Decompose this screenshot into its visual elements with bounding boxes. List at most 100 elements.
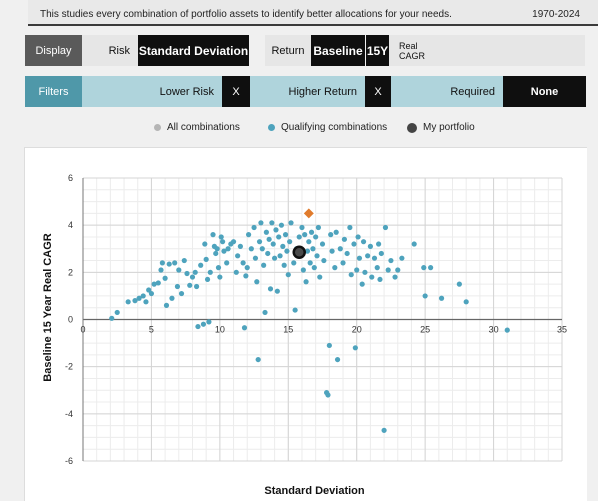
qualifying-point — [299, 224, 305, 231]
x-tick-label: 15 — [283, 325, 293, 335]
qualifying-point — [321, 257, 327, 264]
qualifying-point — [348, 272, 354, 278]
qualifying-point — [296, 234, 302, 240]
gray-dot-icon — [154, 124, 161, 131]
y-tick-label: -6 — [65, 456, 73, 466]
horizon-select[interactable]: 15Y — [366, 35, 389, 66]
display-row: Display Risk Standard Deviation Return B… — [25, 35, 585, 66]
qualifying-point — [392, 274, 398, 280]
qualifying-point — [237, 243, 243, 249]
qualifying-point — [163, 302, 170, 308]
qualifying-point — [360, 239, 367, 245]
qualifying-point — [217, 274, 223, 280]
qualifying-point — [224, 260, 230, 266]
qualifying-point — [303, 279, 309, 285]
qualifying-point — [114, 309, 120, 316]
qualifying-point — [203, 256, 209, 262]
qualifying-point — [233, 269, 239, 275]
qualifying-point — [325, 392, 331, 398]
higher-return-filter[interactable]: Higher Return — [250, 76, 365, 107]
lower-risk-close-button[interactable]: X — [222, 76, 250, 107]
page-description: This studies every combination of portfo… — [40, 9, 452, 20]
header-bar: This studies every combination of portfo… — [28, 0, 598, 26]
qualifying-point — [310, 246, 316, 252]
y-tick-label: 6 — [68, 173, 73, 183]
qualifying-point — [352, 345, 358, 351]
qualifying-point — [359, 281, 365, 287]
qualifying-point — [395, 267, 401, 273]
qualifying-point — [456, 281, 462, 287]
my-portfolio-point — [292, 245, 306, 260]
legend-all[interactable]: All combinations — [154, 122, 240, 133]
return-type-select[interactable]: Real CAGR — [389, 35, 585, 66]
chart-legend: All combinations Qualifying combinations… — [0, 122, 598, 136]
qualifying-point — [278, 222, 285, 228]
qualifying-point — [304, 248, 311, 254]
qualifying-point — [225, 246, 231, 252]
qualifying-point — [347, 224, 353, 231]
qualifying-point — [315, 224, 321, 231]
qualifying-point — [148, 290, 155, 297]
risk-select[interactable]: Standard Deviation — [138, 35, 249, 66]
qualifying-point — [281, 262, 287, 268]
qualifying-point — [276, 234, 282, 240]
legend-my-portfolio[interactable]: My portfolio — [407, 122, 475, 133]
legend-mine-label: My portfolio — [423, 122, 475, 133]
return-type-line1: Real — [399, 40, 418, 51]
y-tick-label: 4 — [68, 220, 73, 230]
x-tick-label: 30 — [489, 325, 499, 335]
chart-panel: 0 5 10 15 20 25 30 35 -6 -4 -2 0 2 4 6 Standard Deviat… — [24, 147, 587, 501]
required-select[interactable]: None — [503, 76, 586, 107]
qualifying-point — [193, 283, 200, 290]
qualifying-point — [273, 227, 279, 233]
qualifying-point — [421, 265, 427, 271]
qualifying-point — [251, 224, 257, 231]
qualifying-point — [258, 220, 264, 226]
qualifying-point — [151, 281, 157, 287]
lower-risk-filter[interactable]: Lower Risk — [82, 76, 222, 107]
qualifying-point — [254, 279, 260, 285]
qualifying-point — [332, 265, 338, 271]
y-tick-label: -4 — [65, 409, 73, 419]
qualifying-point — [428, 265, 434, 271]
year-range: 1970-2024 — [532, 9, 580, 20]
qualifying-point — [158, 267, 164, 273]
qualifying-point — [189, 274, 196, 280]
higher-return-close-button[interactable]: X — [365, 76, 391, 107]
qualifying-point — [125, 299, 131, 305]
qualifying-point — [267, 286, 274, 292]
qualifying-point — [261, 262, 267, 268]
qualifying-point — [355, 234, 361, 240]
legend-qualifying[interactable]: Qualifying combinations — [268, 122, 387, 133]
qualifying-point — [284, 248, 290, 254]
qualifying-point — [369, 274, 375, 280]
qualifying-point — [302, 232, 308, 238]
qualifying-point — [159, 260, 165, 266]
qualifying-point — [155, 280, 161, 286]
qualifying-point — [288, 220, 294, 226]
highlighted-portfolio-diamond — [301, 206, 316, 221]
qualifying-point — [463, 299, 469, 305]
qualifying-point — [274, 288, 280, 294]
qualifying-point — [265, 250, 271, 257]
qualifying-point — [132, 298, 138, 304]
qualifying-point — [367, 243, 373, 249]
qualifying-point — [374, 265, 380, 271]
qualifying-point — [270, 241, 276, 247]
qualifying-point — [329, 248, 335, 254]
qualifying-point — [218, 234, 224, 240]
qualifying-point — [178, 290, 185, 297]
return-select[interactable]: Baseline — [311, 35, 365, 66]
qualifying-point — [243, 273, 249, 279]
filters-row: Filters Lower Risk X Higher Return X Req… — [25, 76, 586, 107]
qualifying-point — [219, 239, 226, 245]
qualifying-point — [255, 356, 261, 363]
qualifying-point — [109, 315, 115, 321]
qualifying-point — [438, 295, 445, 301]
qualifying-point — [256, 239, 263, 245]
qualifying-point — [365, 253, 371, 259]
qualifying-point — [269, 220, 275, 226]
x-axis-title: Standard Deviation — [264, 485, 365, 497]
qualifying-point — [317, 274, 323, 280]
qualifying-point — [314, 253, 320, 259]
